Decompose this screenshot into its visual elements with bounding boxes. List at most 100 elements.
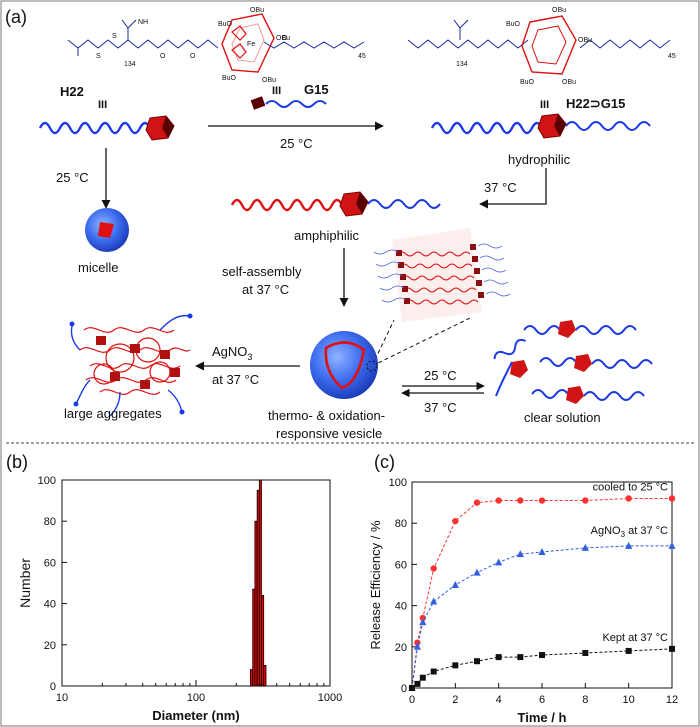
release-xtick-label-0: 0	[409, 694, 415, 706]
micelle-label: micelle	[78, 260, 118, 275]
release-point-2-11	[669, 645, 675, 652]
panel-b-label: (b)	[6, 452, 28, 472]
amphiphilic-cartoon	[230, 191, 441, 217]
guest-cartoon	[250, 96, 327, 110]
host-cartoon	[38, 115, 175, 141]
legend-sub: 3	[621, 530, 626, 539]
histogram-bar-5	[261, 594, 265, 687]
complex-structure	[407, 19, 671, 49]
panel-a-label: (a)	[5, 7, 27, 27]
micelle-temp: 25 °C	[56, 170, 89, 185]
release-chart: 0 20 40 60 80 100 0 2 4 6 8 10 12 Time / h Release Eff…	[368, 477, 678, 725]
complexation-temp: 25 °C	[280, 136, 313, 151]
histogram-frame	[61, 479, 331, 687]
histogram-ytick-label-0: 0	[50, 681, 56, 693]
guest-bond-mark: III	[272, 85, 281, 97]
host-structure	[67, 19, 219, 56]
heating-temp: 37 °C	[484, 180, 517, 195]
host-buo-2: BuO	[222, 75, 237, 82]
release-point-1-10	[625, 541, 633, 549]
release-xtick-label-8: 8	[582, 694, 588, 706]
host-name: H22	[60, 84, 84, 99]
release-legend-2: Kept at 37 °C	[602, 632, 668, 644]
host-obu-1: OBu	[250, 7, 264, 14]
release-xtick-label-4: 4	[496, 694, 502, 706]
complex-sub1: 134	[456, 61, 468, 68]
release-point-0-5	[473, 499, 481, 506]
complex-buo-1: BuO	[506, 21, 521, 28]
host-o2: O	[190, 53, 196, 60]
release-legend-1: AgNO3 at 37 °C	[591, 525, 668, 539]
release-point-2-4	[452, 662, 459, 669]
zoom-line-2	[371, 317, 471, 367]
release-ylabel: Release Efficiency / %	[368, 520, 383, 650]
guest-fe: Fe	[247, 41, 255, 48]
host-nh: NH	[138, 19, 148, 26]
release-point-1-5	[473, 568, 481, 576]
host-buo-1: BuO	[218, 21, 233, 28]
release-xtick-label-10: 10	[623, 694, 635, 706]
self-assembly-label-2: at 37 °C	[242, 282, 289, 297]
release-point-2-9	[582, 649, 589, 656]
release-point-2-5	[474, 658, 480, 665]
complex-obu-2: OBu	[578, 37, 592, 44]
host-obu-2: OBu	[276, 35, 290, 42]
release-point-1-1	[413, 642, 422, 650]
release-point-0-3	[430, 565, 437, 572]
complex-bond-mark: III	[540, 99, 549, 111]
complex-pillararene	[521, 15, 577, 75]
legend-main: AgNO	[591, 525, 621, 537]
host-s2: S	[112, 33, 117, 40]
histogram-xtick-label-1000: 1000	[318, 692, 342, 704]
complex-sub2: 45	[668, 53, 676, 60]
panel-c-label: (c)	[374, 452, 395, 472]
release-ytick-label-40: 40	[395, 601, 407, 613]
release-point-0-4	[452, 517, 459, 525]
release-point-2-8	[539, 652, 545, 659]
amphiphilic-label: amphiphilic	[294, 228, 360, 243]
histogram-bar-6	[263, 665, 267, 687]
guest-name: G15	[304, 82, 329, 97]
release-xtick-label-2: 2	[452, 694, 458, 706]
host-s1: S	[96, 53, 101, 60]
bilayer-zoom	[373, 228, 511, 322]
release-point-2-0	[409, 685, 415, 691]
release-point-0-6	[495, 497, 502, 504]
clear-solution-label: clear solution	[524, 410, 601, 425]
vesicle-label-2: responsive vesicle	[276, 426, 382, 441]
agno3-sub: 3	[247, 352, 252, 362]
release-point-2-2	[419, 674, 426, 681]
histogram-ytick-label-100: 100	[38, 475, 56, 487]
legend-rest: at 37 °C	[625, 525, 668, 537]
histogram-ytick-label-60: 60	[44, 557, 56, 569]
host-o1: O	[160, 53, 166, 60]
release-point-0-2	[419, 614, 427, 622]
release-point-0-8	[538, 497, 546, 504]
complex-buo-2: BuO	[520, 79, 535, 86]
release-ytick-label-100: 100	[389, 477, 407, 489]
release-point-1-2	[419, 618, 427, 626]
eq-temp-25: 25 °C	[424, 368, 457, 383]
release-line-1	[411, 545, 672, 689]
release-xtick-label-12: 12	[666, 694, 678, 706]
vesicle-label-1: thermo- & oxidation-	[268, 408, 385, 423]
guest-structure	[231, 25, 365, 59]
release-point-1-7	[516, 550, 524, 558]
release-xtick-label-6: 6	[539, 694, 545, 706]
large-aggregates-label: large aggregates	[64, 406, 162, 421]
release-ytick-label-80: 80	[395, 518, 407, 530]
complex-obu-3: OBu	[562, 79, 576, 86]
release-point-2-3	[430, 668, 437, 675]
aggregates-icon	[69, 313, 193, 417]
pillararene-host	[221, 13, 275, 73]
guest-o: O	[282, 35, 288, 42]
release-point-0-7	[517, 497, 524, 504]
release-point-2-6	[495, 654, 502, 661]
agno3-label: AgNO3	[212, 344, 252, 362]
self-assembly-label-1: self-assembly	[222, 264, 302, 279]
release-point-0-11	[668, 495, 676, 502]
complex-cartoon	[430, 113, 651, 139]
release-legend-0: cooled to 25 °C	[593, 481, 668, 493]
